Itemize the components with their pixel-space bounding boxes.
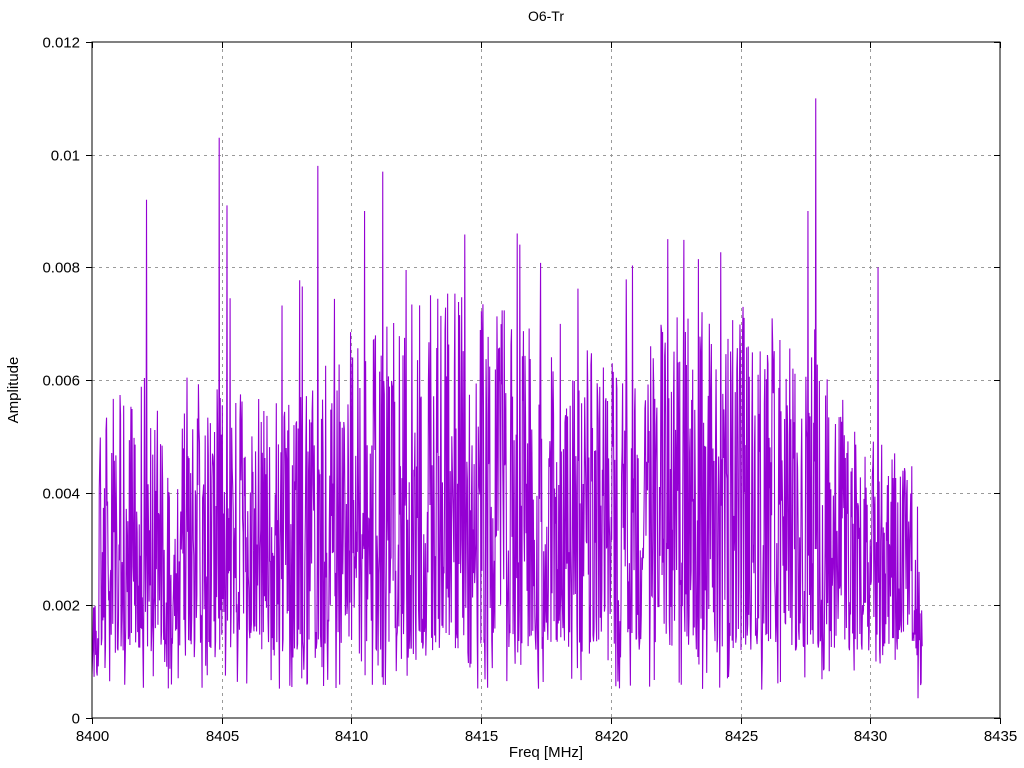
x-tick-label: 8420 (595, 728, 628, 745)
x-tick-label: 8430 (854, 728, 887, 745)
x-tick-label: 8425 (725, 728, 758, 745)
x-tick-label: 8405 (206, 728, 239, 745)
y-tick-label: 0.006 (42, 373, 80, 390)
y-tick-label: 0 (72, 711, 80, 728)
y-axis-tick-labels: 0 0.002 0.004 0.006 0.008 0.01 0.012 (42, 35, 80, 728)
x-tick-label: 8400 (76, 728, 109, 745)
x-axis-ticks (91, 42, 1002, 724)
spectrum-trace (92, 98, 923, 699)
y-tick-label: 0.004 (42, 486, 80, 503)
x-axis-tick-labels: 8400 8405 8410 8415 8420 8425 8430 8435 (76, 728, 1017, 745)
y-tick-label: 0.008 (42, 260, 80, 277)
y-tick-label: 0.012 (42, 35, 80, 52)
data-series-layer (92, 98, 923, 699)
x-tick-label: 8435 (984, 728, 1017, 745)
y-axis-ticks (86, 41, 1000, 720)
y-tick-label: 0.002 (42, 598, 80, 615)
x-axis-title: Freq [MHz] (509, 744, 583, 761)
x-tick-label: 8415 (465, 728, 498, 745)
page-title: O6-Tr (528, 8, 564, 24)
y-axis-title: Amplitude (5, 357, 22, 424)
y-tick-label: 0.01 (51, 148, 80, 165)
x-tick-label: 8410 (335, 728, 368, 745)
